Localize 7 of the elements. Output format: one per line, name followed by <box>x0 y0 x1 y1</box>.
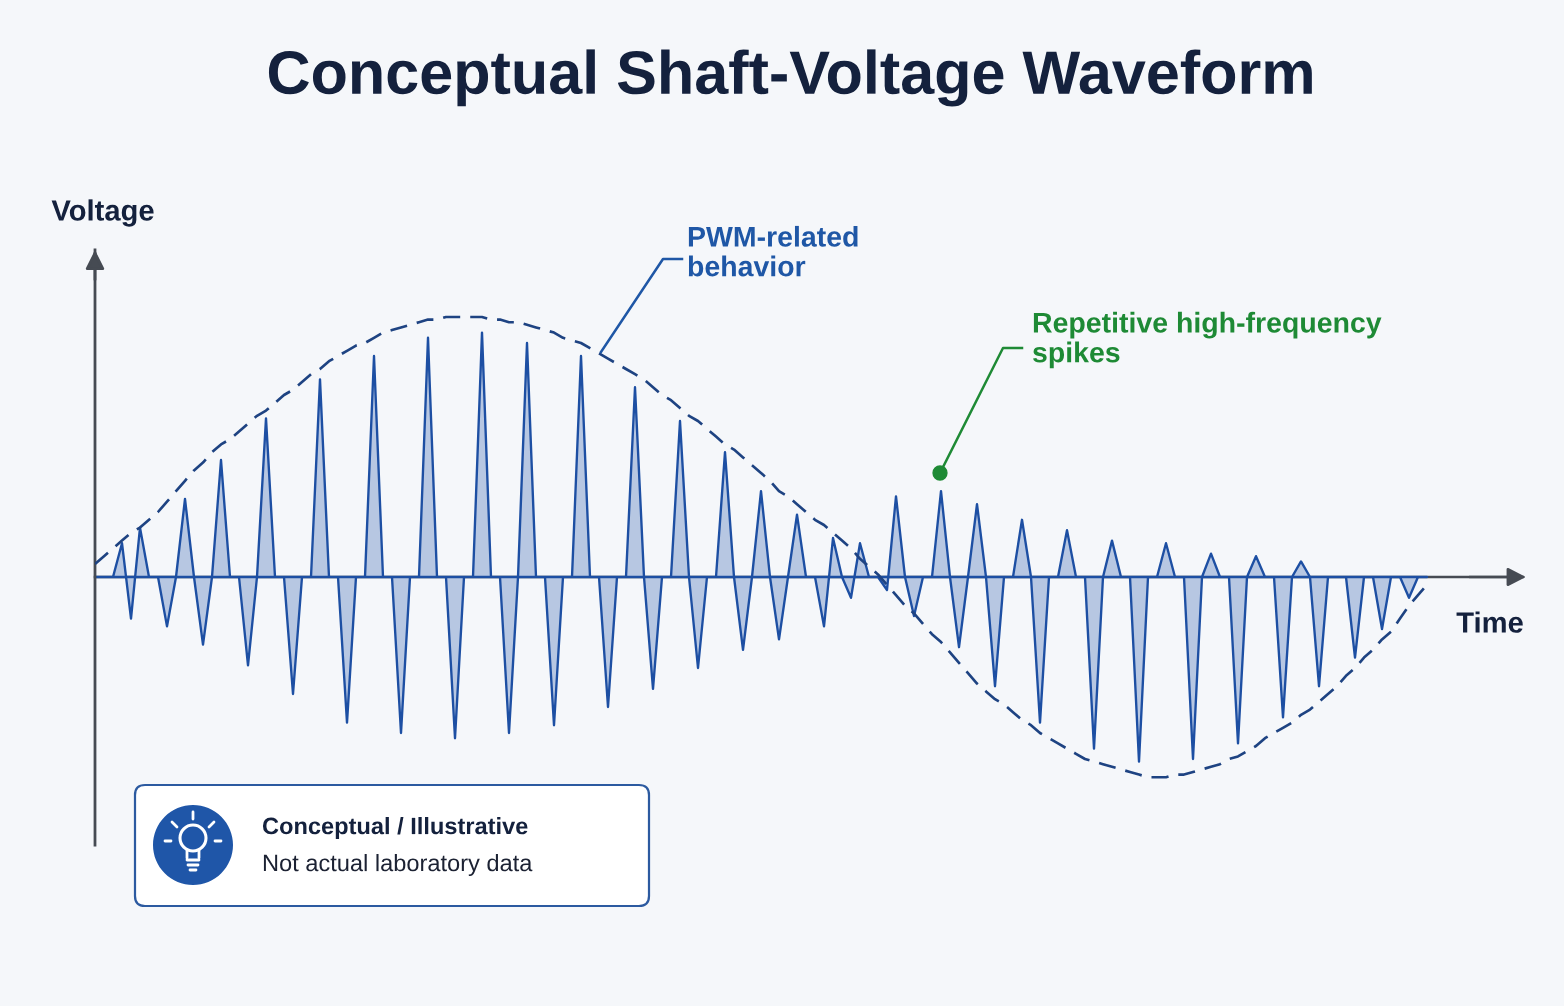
annotation: Repetitive high-frequency spikes <box>1033 311 1382 369</box>
text: Not actual laboratory data <box>263 853 533 877</box>
chart-title: Conceptual Shaft-Voltage Waveform <box>268 49 1312 107</box>
text: Conceptual / Illustrative <box>262 816 528 840</box>
text: PWM-related behavior <box>688 225 858 277</box>
y-axis-title: Voltage <box>51 199 154 227</box>
x-axis-title: Time <box>1456 611 1523 633</box>
